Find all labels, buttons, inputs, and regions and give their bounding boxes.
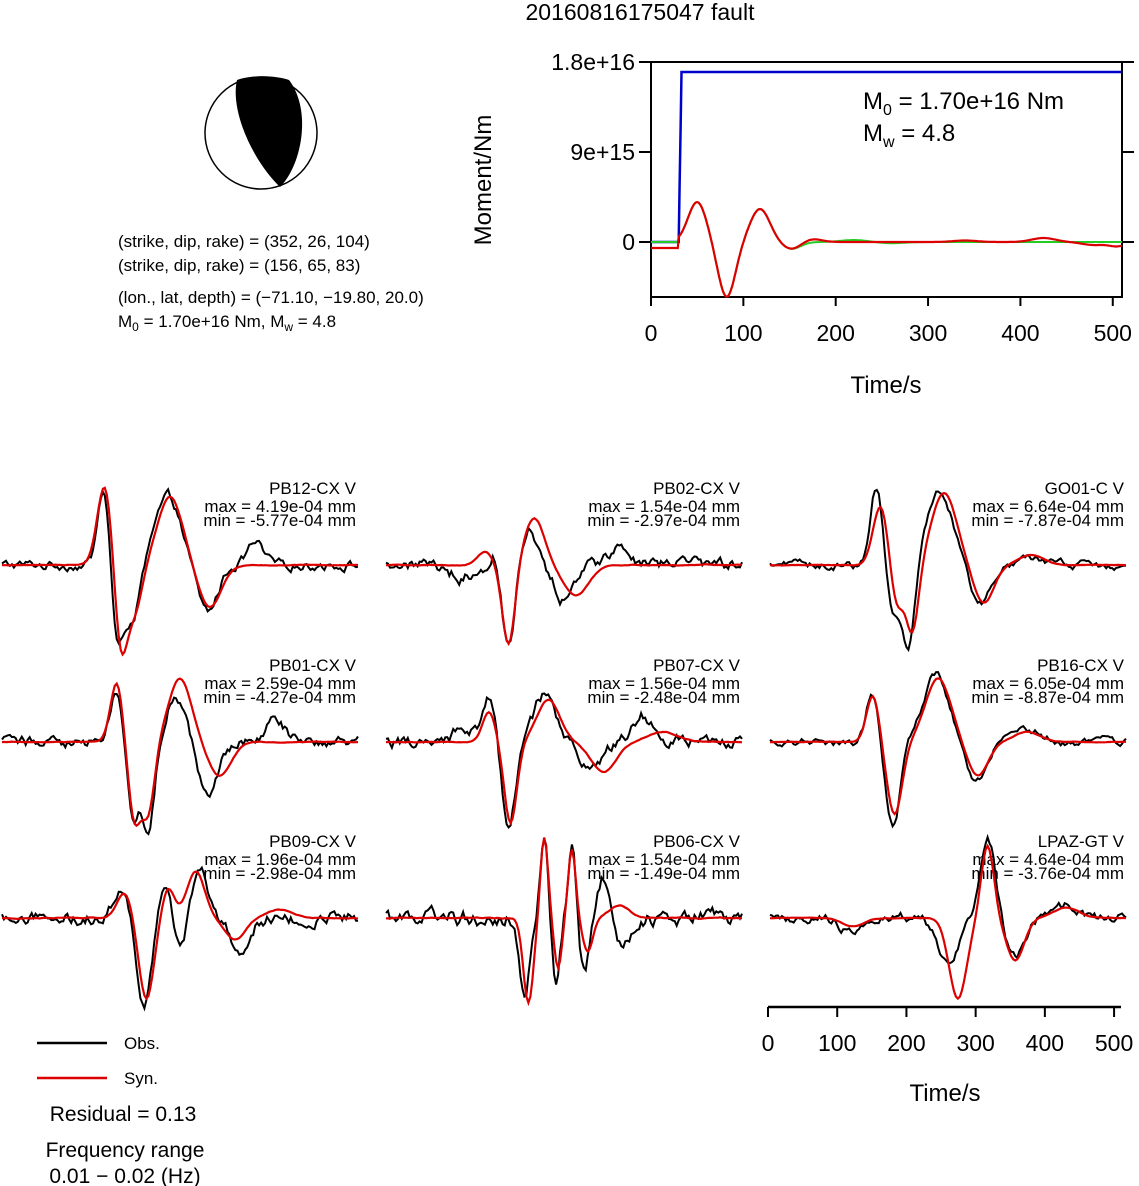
station-min: min = -4.27e-04 mm [203, 688, 356, 707]
synthetic-trace [770, 677, 1127, 816]
focal-mechanism-beachball [204, 76, 318, 190]
time-axis-tick-label: 400 [1026, 1030, 1064, 1056]
mechanism-line-1: (strike, dip, rake) = (352, 26, 104) [118, 232, 370, 251]
moment-y-axis-label: Moment/Nm [470, 115, 497, 246]
residual-text: Residual = 0.13 [50, 1103, 197, 1126]
moment-x-tick-label: 100 [724, 320, 762, 346]
station-min: min = -2.98e-04 mm [203, 864, 356, 883]
station-name: PB12-CX V [269, 479, 357, 498]
station-max: max = 1.96e-04 mm [204, 850, 356, 869]
station-max: max = 2.59e-04 mm [204, 674, 356, 693]
station-max: max = 4.64e-04 mm [972, 850, 1124, 869]
station-max: max = 1.54e-04 mm [588, 850, 740, 869]
mechanism-info: (strike, dip, rake) = (352, 26, 104) (st… [118, 232, 424, 334]
station-min: min = -3.76e-04 mm [971, 864, 1124, 883]
station-name: PB07-CX V [653, 656, 741, 675]
legend: Obs. Syn. Residual = 0.13 Frequency rang… [37, 1034, 204, 1186]
station-max: max = 4.19e-04 mm [204, 497, 356, 516]
beachball-compressional-quadrant [235, 76, 303, 187]
moment-annotation-mw: Mw = 4.8 [863, 120, 955, 151]
station-max: max = 1.54e-04 mm [588, 497, 740, 516]
observed-trace [1, 693, 359, 836]
observed-trace [1, 865, 359, 1012]
moment-y-tick-label: 1.8e+16 [551, 49, 635, 75]
station-max: max = 1.56e-04 mm [588, 674, 740, 693]
station-min: min = -2.48e-04 mm [587, 688, 740, 707]
observed-trace [385, 692, 743, 830]
time-axis-tick-label: 100 [818, 1030, 856, 1056]
moment-x-axis-label: Time/s [850, 372, 921, 399]
moment-x-tick-label: 400 [1001, 320, 1039, 346]
synthetic-trace [385, 517, 743, 647]
mechanism-line-2: (strike, dip, rake) = (156, 65, 83) [118, 256, 360, 275]
station-min: min = -2.97e-04 mm [587, 511, 740, 530]
station-max: max = 6.05e-04 mm [972, 674, 1124, 693]
time-axis-tick-label: 200 [887, 1030, 925, 1056]
moment-annotation-m0: M0 = 1.70e+16 Nm [863, 88, 1064, 119]
station-name: LPAZ-GT V [1038, 832, 1125, 851]
chart-title: 20160816175047 fault [526, 0, 756, 25]
moment-x-tick-label: 200 [817, 320, 855, 346]
moment-y-tick-label: 0 [622, 229, 635, 255]
moment-magnitude-line: M0 = 1.70e+16 Nm, Mw = 4.8 [118, 312, 336, 334]
station-name: GO01-C V [1045, 479, 1125, 498]
station-name: PB06-CX V [653, 832, 741, 851]
moment-x-tick-label: 500 [1094, 320, 1132, 346]
stf-red-line [651, 200, 1123, 298]
station-max: max = 6.64e-04 mm [972, 497, 1124, 516]
frequency-range-value: 0.01 − 0.02 (Hz) [49, 1165, 200, 1186]
frequency-range-title: Frequency range [46, 1139, 205, 1162]
synthetic-trace [769, 843, 1127, 1001]
waveform-x-axis-label: Time/s [909, 1080, 980, 1107]
synthetic-trace [769, 491, 1127, 634]
waveform-time-axis: Time/s 0 100 200 300 400 500 [762, 1005, 1133, 1107]
synthetic-trace [1, 677, 359, 828]
moment-x-tick-label: 300 [909, 320, 947, 346]
synthetic-trace [385, 837, 743, 1007]
moment-rate-panel: 0 100 200 300 400 500 0 9e+15 1.8e+16 Time/s Mom… [470, 49, 1134, 399]
station-name: PB01-CX V [269, 656, 357, 675]
legend-obs-label: Obs. [124, 1034, 160, 1053]
observed-trace [385, 526, 743, 645]
synthetic-trace [385, 698, 743, 826]
time-axis-tick-label: 0 [762, 1030, 775, 1056]
legend-syn-label: Syn. [124, 1069, 158, 1088]
station-min: min = -8.87e-04 mm [971, 688, 1124, 707]
moment-plot-frame [650, 61, 1123, 298]
time-axis-tick-label: 500 [1095, 1030, 1133, 1056]
station-min: min = -7.87e-04 mm [971, 511, 1124, 530]
moment-x-tick-label: 0 [645, 320, 658, 346]
station-name: PB16-CX V [1037, 656, 1125, 675]
time-axis-tick-label: 300 [956, 1030, 994, 1056]
moment-y-tick-label: 9e+15 [570, 139, 635, 165]
moment-cumulative-line [651, 70, 1122, 244]
moment-axes: 0 100 200 300 400 500 0 9e+15 1.8e+16 [551, 49, 1134, 346]
location-line: (lon., lat, depth) = (−71.10, −19.80, 20… [118, 288, 424, 307]
station-name: PB02-CX V [653, 479, 741, 498]
moment-series [651, 70, 1123, 298]
synthetic-trace [1, 486, 359, 657]
station-min: min = -5.77e-04 mm [203, 511, 356, 530]
station-min: min = -1.49e-04 mm [587, 864, 740, 883]
synthetic-trace [2, 870, 359, 1001]
station-name: PB09-CX V [269, 832, 357, 851]
